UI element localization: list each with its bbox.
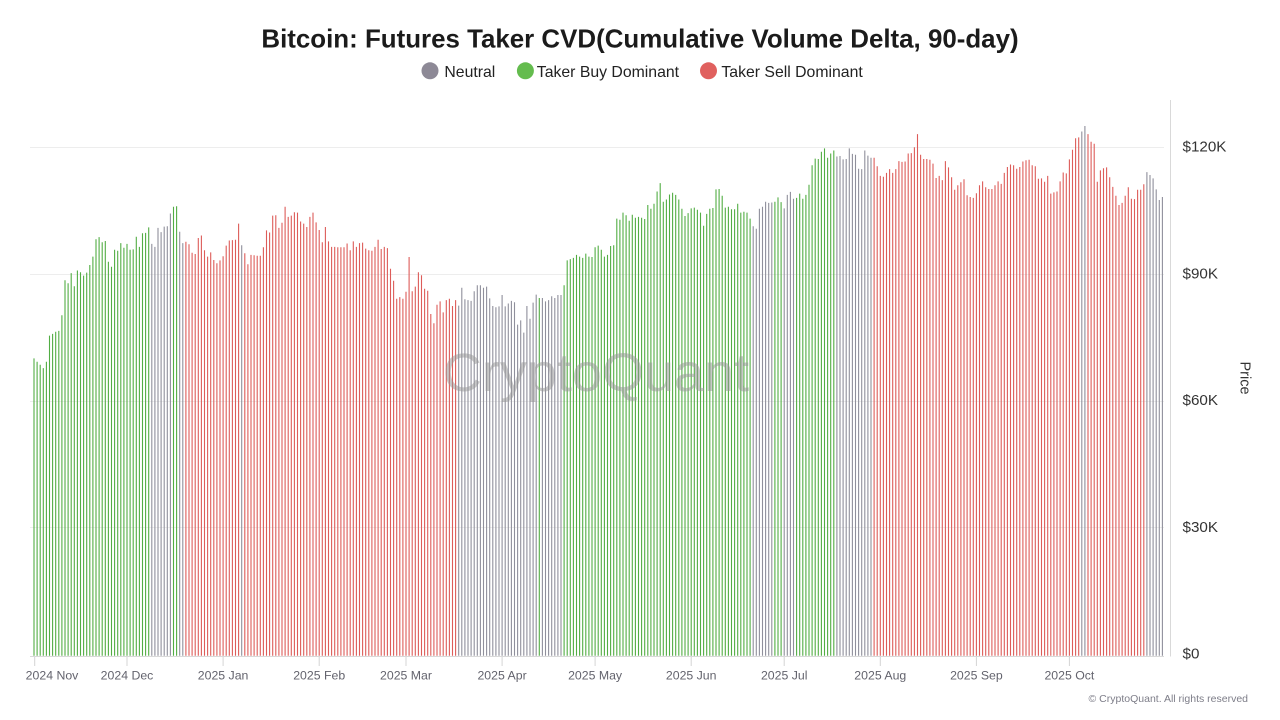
svg-text:$120K: $120K	[1183, 139, 1227, 156]
svg-text:2025 Oct: 2025 Oct	[1044, 669, 1094, 683]
svg-text:2025 Apr: 2025 Apr	[477, 669, 526, 683]
svg-text:© CryptoQuant. All rights rese: © CryptoQuant. All rights reserved	[1089, 693, 1249, 705]
svg-text:2025 Sep: 2025 Sep	[950, 669, 1003, 683]
svg-text:2024 Nov: 2024 Nov	[26, 669, 79, 683]
svg-text:2025 Feb: 2025 Feb	[293, 669, 345, 683]
svg-text:$60K: $60K	[1183, 392, 1218, 409]
svg-text:$90K: $90K	[1183, 266, 1218, 283]
svg-text:CryptoQuant: CryptoQuant	[443, 343, 749, 403]
svg-text:Taker Buy Dominant: Taker Buy Dominant	[537, 64, 680, 81]
svg-text:2025 Jun: 2025 Jun	[666, 669, 717, 683]
svg-text:Taker Sell Dominant: Taker Sell Dominant	[721, 64, 863, 81]
svg-text:2024 Dec: 2024 Dec	[101, 669, 154, 683]
svg-text:$30K: $30K	[1183, 519, 1218, 536]
svg-text:2025 Jul: 2025 Jul	[761, 669, 808, 683]
svg-text:2025 May: 2025 May	[568, 669, 623, 683]
svg-text:2025 Jan: 2025 Jan	[198, 669, 249, 683]
svg-text:Bitcoin: Futures Taker CVD(Cum: Bitcoin: Futures Taker CVD(Cumulative Vo…	[261, 25, 1018, 53]
svg-text:2025 Mar: 2025 Mar	[380, 669, 432, 683]
svg-text:2025 Aug: 2025 Aug	[854, 669, 906, 683]
svg-text:Price: Price	[1237, 361, 1253, 394]
svg-text:$0: $0	[1183, 646, 1200, 663]
svg-text:Neutral: Neutral	[444, 64, 495, 81]
